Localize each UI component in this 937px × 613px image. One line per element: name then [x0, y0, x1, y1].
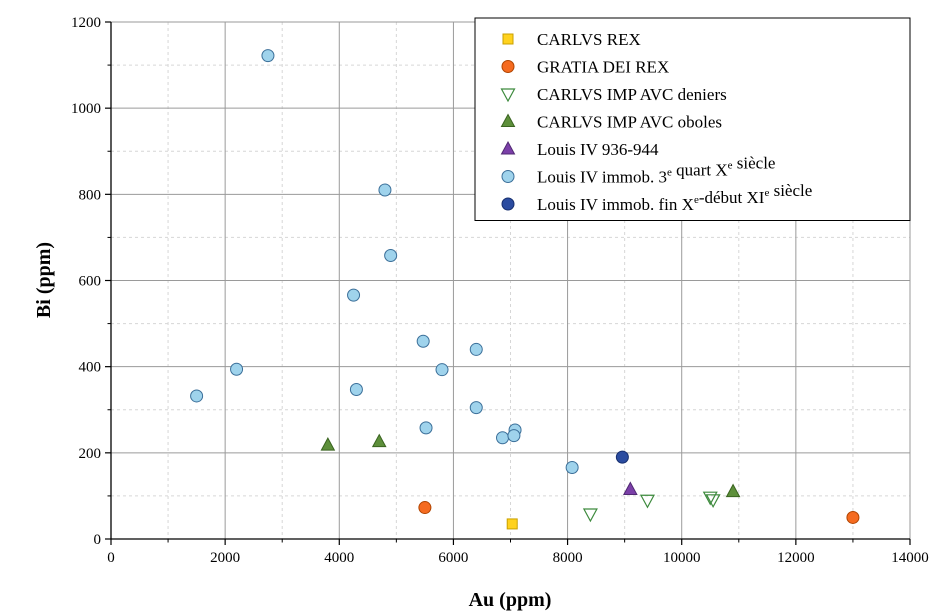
data-point-series-6 — [469, 401, 483, 415]
y-tick-label: 200 — [79, 446, 102, 462]
x-axis-title: Au (ppm) — [469, 589, 552, 611]
data-point-series-6 — [419, 421, 433, 435]
legend-entry-7: Louis IV immob. fin Xe-début XIe siècle — [537, 181, 812, 214]
data-point-series-1 — [506, 518, 518, 530]
data-point-series-4 — [725, 483, 741, 498]
data-point-series-6 — [230, 362, 244, 376]
legend-entry-2: GRATIA DEI REX — [537, 58, 669, 77]
data-point-series-6 — [435, 363, 449, 377]
data-point-series-3 — [639, 494, 655, 509]
data-point-series-6 — [469, 342, 483, 356]
x-tick-label: 10000 — [663, 550, 701, 566]
legend-marker-2 — [501, 60, 515, 73]
legend-marker-4 — [500, 113, 516, 127]
x-tick-label: 12000 — [777, 550, 815, 566]
data-point-series-6 — [378, 183, 392, 197]
data-point-series-6 — [261, 49, 275, 63]
data-point-series-6 — [384, 249, 398, 263]
legend-entry-1: CARLVS REX — [537, 30, 641, 49]
legend-marker-1 — [502, 33, 514, 45]
y-tick-label: 600 — [79, 274, 102, 290]
data-points — [190, 49, 860, 530]
legend-marker-3 — [500, 88, 516, 103]
x-tick-label: 4000 — [324, 550, 354, 566]
data-point-series-3 — [582, 508, 598, 523]
legend-entry-4: CARLVS IMP AVC oboles — [537, 113, 722, 132]
y-tick-label: 400 — [79, 360, 102, 376]
x-tick-label: 14000 — [891, 550, 929, 566]
y-tick-label: 1200 — [71, 15, 101, 31]
data-point-series-6 — [190, 389, 204, 403]
legend-entry-6: Louis IV immob. 3e quart Xe siècle — [537, 154, 775, 187]
x-tick-label: 2000 — [210, 550, 240, 566]
data-point-series-6 — [347, 288, 361, 302]
axes: 0 2000 4000 6000 8000 10000 12000 14000 0 200 400 6… — [71, 15, 929, 566]
data-point-series-6 — [496, 431, 510, 445]
legend-box — [474, 17, 911, 221]
data-point-series-2 — [846, 510, 860, 524]
x-tick-label: 6000 — [438, 550, 468, 566]
y-tick-label: 800 — [79, 187, 102, 203]
data-point-series-6 — [416, 334, 430, 348]
legend-entry-3: CARLVS IMP AVC deniers — [537, 85, 727, 104]
data-point-series-4 — [320, 437, 336, 451]
legend-entry-5: Louis IV 936-944 — [537, 140, 659, 159]
data-point-series-6 — [565, 460, 579, 474]
data-point-series-3 — [705, 494, 721, 509]
data-point-series-6 — [349, 383, 363, 397]
legend-marker-6 — [501, 170, 515, 183]
y-axis-title: Bi (ppm) — [33, 242, 55, 318]
x-tick-label: 0 — [107, 550, 115, 566]
legend-marker-5 — [500, 140, 516, 155]
data-point-series-6 — [507, 429, 521, 443]
legend-marker-7 — [501, 197, 515, 211]
legend: CARLVS REX GRATIA DEI REX CARLVS IMP AVC d… — [474, 17, 911, 221]
y-tick-label: 0 — [94, 532, 102, 548]
data-point-series-3 — [702, 491, 718, 506]
data-point-series-4 — [371, 433, 387, 448]
data-point-series-5 — [623, 481, 638, 495]
data-point-series-7 — [615, 450, 629, 464]
x-tick-label: 8000 — [553, 550, 583, 566]
y-tick-label: 1000 — [71, 101, 101, 117]
data-point-series-2 — [418, 501, 432, 515]
